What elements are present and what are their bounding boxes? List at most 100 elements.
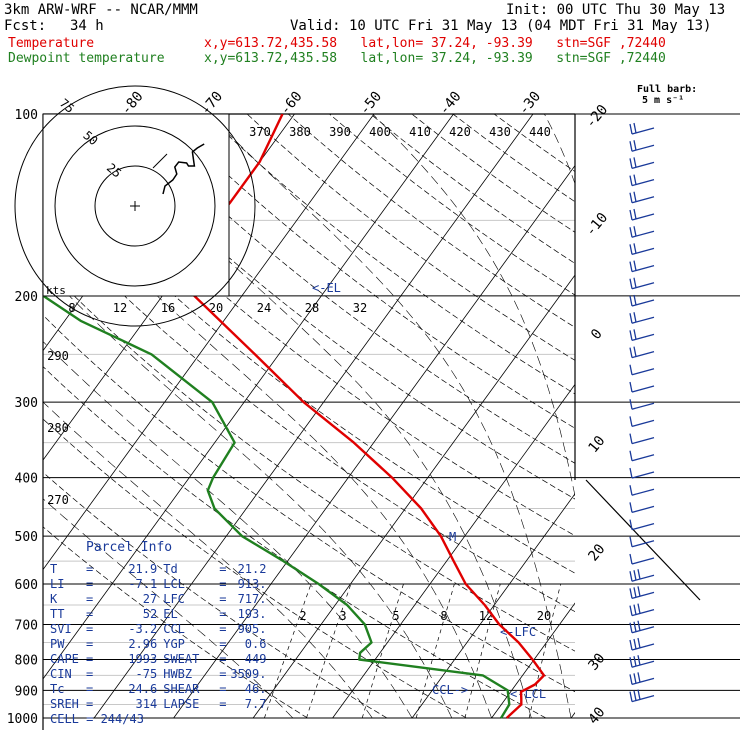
wind-barb-flag [633, 570, 637, 581]
mixing-ratio-line [264, 583, 312, 719]
equals-sign: = [219, 562, 227, 576]
equals-sign: = [219, 607, 227, 621]
isotherm-label: -20 [583, 102, 612, 132]
equals-sign: = [86, 622, 94, 636]
isotherm-line [252, 274, 575, 719]
equals-sign: = [219, 697, 227, 711]
mixing-ratio-label: 20 [537, 609, 551, 623]
theta-label: 440 [529, 125, 551, 139]
parcel-value: 24.6 [128, 682, 158, 696]
wind-barb-flag [637, 569, 641, 580]
parcel-key: K [50, 592, 58, 606]
parcel-info-cell: CELL = 244/43 [50, 712, 144, 726]
wind-barb-staff [631, 505, 655, 514]
dry-adiabat [246, 114, 575, 361]
pressure-tick-label: 100 [15, 108, 38, 123]
parcel-value: 21.9 [128, 562, 158, 576]
isotherm-line [173, 164, 575, 719]
isotherm-line [570, 711, 575, 719]
theta-label: 390 [329, 125, 351, 139]
theta-label: 400 [369, 125, 391, 139]
parcel-key: CCL [163, 622, 185, 636]
pressure-tick-label: 500 [15, 530, 38, 545]
parcel-key: SWEAT [163, 652, 200, 666]
temperature-legend: Temperature [8, 36, 95, 51]
dry-adiabat [43, 526, 308, 719]
parcel-key: TT [50, 607, 65, 621]
parcel-value: 193. [237, 607, 267, 621]
parcel-value: 913. [237, 577, 267, 591]
wind-barb-flag [637, 603, 641, 614]
wind-barb-flag [629, 519, 633, 530]
pressure-tick-label: 600 [15, 578, 38, 593]
equals-sign: = [86, 562, 94, 576]
wind-barb-flag [637, 637, 641, 649]
theta-label: 420 [449, 125, 471, 139]
wind-barb-staff [631, 419, 655, 428]
mixing-ratio-label: 12 [479, 609, 493, 623]
theta-label-low: 280 [47, 421, 69, 435]
ccl-marker: CCL-> [432, 683, 468, 697]
parcel-key: PW [50, 637, 65, 651]
isotherm-label: 0 [588, 326, 606, 343]
equals-sign: = [219, 667, 227, 681]
wind-barb-flag [629, 399, 633, 410]
theta-label-low: 270 [47, 493, 69, 507]
parcel-info-row: SVI = -3.2 CCL = 905. [50, 622, 266, 636]
wind-barb-staff [631, 471, 655, 479]
wind-barb-flag [633, 243, 637, 254]
wind-barb-flag [629, 691, 633, 702]
wind-barb-flag [629, 433, 633, 444]
wind-barb-flag [633, 208, 637, 220]
wind-barb-flag [629, 141, 633, 152]
parcel-info-row: K = 27 LFC = 717. [50, 592, 266, 606]
pressure-tick-label: 400 [15, 472, 38, 487]
parcel-value: 7.7 [244, 697, 267, 711]
wind-barb-flag [633, 621, 637, 632]
parcel-value: 46. [244, 682, 267, 696]
isotherm-line [651, 114, 740, 718]
dry-adiabat [452, 114, 575, 203]
equals-sign: = [219, 592, 227, 606]
dry-adiabat [43, 418, 467, 719]
equals-sign: = [86, 667, 94, 681]
dewpoint-location: x,y=613.72,435.58 lat,lon= 37.24, -93.39… [204, 51, 666, 66]
wind-barb-flag [629, 571, 633, 582]
parcel-key: HWBZ [163, 667, 193, 681]
theta-label: 380 [289, 125, 311, 139]
isotherm-line [411, 493, 575, 719]
hodograph-box [42, 113, 230, 297]
equals-sign: = [219, 622, 227, 636]
equals-sign: = [86, 697, 94, 711]
wind-barb-flag [629, 209, 633, 221]
wind-barb-staff [631, 557, 655, 565]
wind-barb-flag [629, 536, 633, 547]
storm-motion-vector [152, 153, 168, 169]
wind-barb-flag [629, 502, 633, 513]
wind-barb-staff [631, 488, 655, 496]
wind-barb-flag [629, 553, 633, 565]
parcel-info-row: CAPE = 1993 SWEAT = 449 [50, 652, 266, 666]
parcel-value: -75 [135, 667, 158, 681]
dry-adiabat [164, 114, 575, 429]
wind-barb-staff [631, 368, 655, 376]
wind-barb-flag [633, 260, 637, 271]
mixing-ratio-line [361, 583, 404, 719]
right-diagonal-edge [585, 479, 701, 601]
pressure-tick-label: 900 [15, 684, 38, 699]
equals-sign: = [86, 682, 94, 696]
parcel-value: 3509. [230, 667, 267, 681]
pressure-tick-label: 1000 [7, 712, 38, 727]
moist-adiabat [43, 401, 373, 719]
wind-barb-flag [629, 416, 633, 427]
isotherm-label: 40 [585, 704, 608, 727]
wind-barb-staff [631, 402, 655, 410]
valid-time: Valid: 10 UTC Fri 31 May 13 (04 MDT Fri … [290, 18, 712, 34]
parcel-key: Tc [50, 682, 65, 696]
upper-mixing-label: 24 [257, 301, 271, 315]
wind-barb-staff [631, 385, 655, 393]
equals-sign: = [219, 637, 227, 651]
wind-barb-flag [629, 381, 633, 393]
parcel-key: LI [50, 577, 65, 591]
